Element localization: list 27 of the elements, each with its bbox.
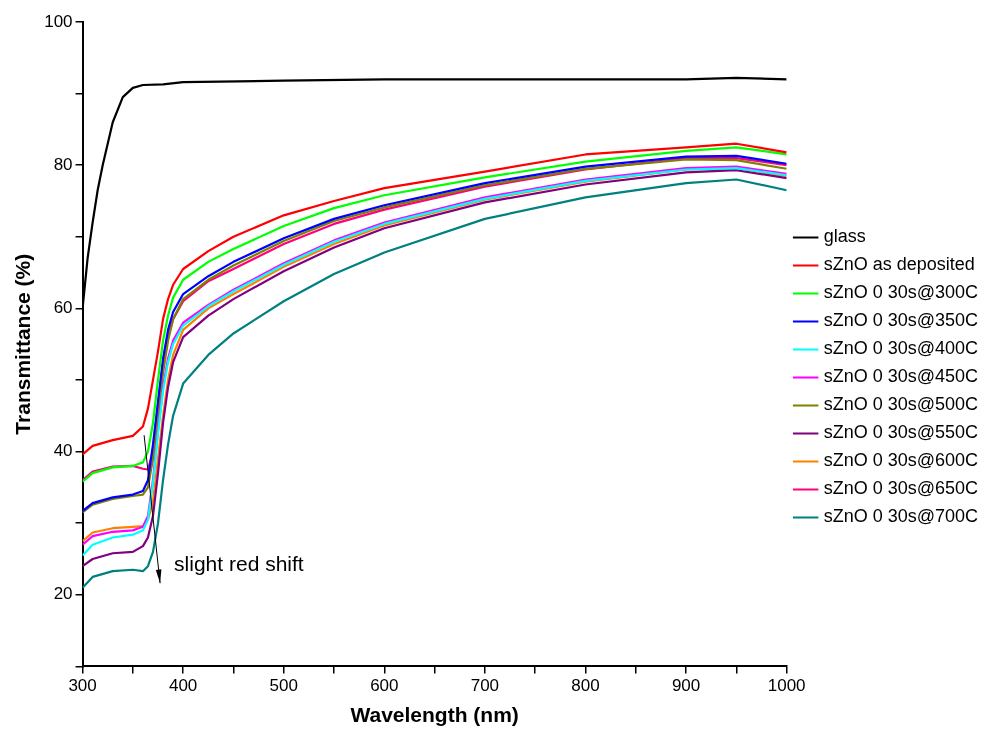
legend-label: sZnO 0 30s@450C bbox=[823, 366, 979, 387]
legend-label: sZnO 0 30s@500C bbox=[823, 394, 979, 415]
y-tick-label: 20 bbox=[53, 584, 73, 604]
x-tick-label: 500 bbox=[269, 676, 298, 696]
legend-label: sZnO 0 30s@700C bbox=[823, 506, 979, 527]
legend-label: sZnO 0 30s@650C bbox=[823, 478, 979, 499]
x-tick-label: 300 bbox=[68, 676, 97, 696]
x-axis-title: Wavelength (nm) bbox=[350, 703, 519, 727]
x-tick-label: 400 bbox=[168, 676, 198, 696]
legend-label: sZnO 0 30s@350C bbox=[823, 310, 979, 331]
x-tick-label: 900 bbox=[671, 676, 701, 696]
legend-label: sZnO 0 30s@300C bbox=[823, 282, 979, 303]
legend-label: sZnO 0 30s@550C bbox=[823, 422, 979, 443]
y-tick-label: 80 bbox=[53, 154, 73, 174]
x-tick-label: 1000 bbox=[767, 676, 806, 696]
legend-label: glass bbox=[823, 226, 866, 247]
x-tick-label: 800 bbox=[571, 676, 600, 696]
y-axis-title: Transmittance (%) bbox=[11, 253, 35, 435]
x-tick-label: 700 bbox=[470, 676, 500, 696]
y-tick-label: 100 bbox=[44, 11, 73, 31]
legend-label: sZnO as deposited bbox=[823, 254, 975, 275]
legend-label: sZnO 0 30s@600C bbox=[823, 450, 979, 471]
y-tick-label: 40 bbox=[53, 441, 73, 461]
x-tick-label: 600 bbox=[370, 676, 399, 696]
y-tick-label: 60 bbox=[53, 298, 73, 318]
annotation: slight red shift bbox=[174, 552, 304, 576]
legend-label: sZnO 0 30s@400C bbox=[823, 338, 979, 359]
